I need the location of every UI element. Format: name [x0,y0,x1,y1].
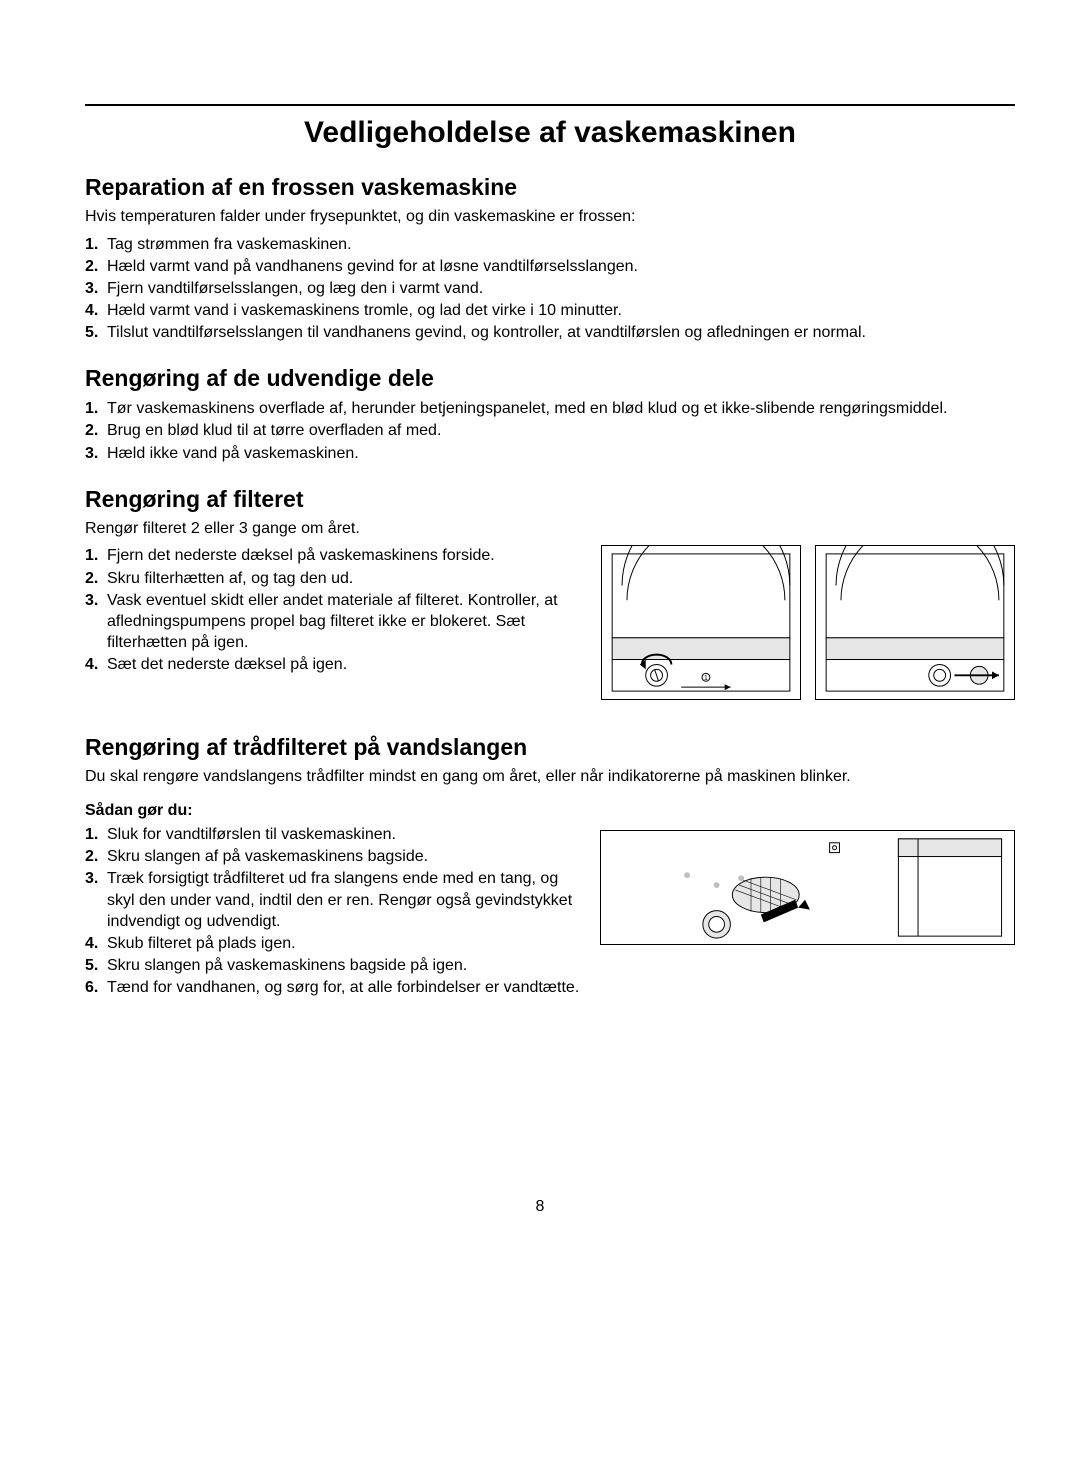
list-item: 4.Hæld varmt vand i vaskemaskinens troml… [85,300,1015,321]
list-text: Tag strømmen fra vaskemaskinen. [107,236,352,253]
list-item: 2.Skru filterhætten af, og tag den ud. [85,568,583,589]
list-text: Hæld varmt vand på vandhanens gevind for… [107,258,638,275]
section-heading-filter: Rengøring af filteret [85,486,1015,513]
list-item: 3.Vask eventuel skidt eller andet materi… [85,590,583,653]
figure-filter-cover: 1 [601,545,801,700]
list-text: Tør vaskemaskinens overflade af, herunde… [107,400,947,417]
list-text: Brug en blød klud til at tørre overflade… [107,422,441,439]
list-item: 1.Fjern det nederste dæksel på vaskemask… [85,545,583,566]
ordered-list-filter: 1.Fjern det nederste dæksel på vaskemask… [85,545,583,675]
section-intro: Du skal rengøre vandslangens trådfilter … [85,767,1015,788]
list-item: 6.Tænd for vandhanen, og sørg for, at al… [85,977,582,998]
list-text: Skub filteret på plads igen. [107,935,296,952]
list-text: Sluk for vandtilførslen til vaskemaskine… [107,826,396,843]
list-item: 1.Sluk for vandtilførslen til vaskemaski… [85,824,582,845]
list-item: 5.Skru slangen på vaskemaskinens bagside… [85,955,582,976]
figure-filter-cap-removal [815,545,1015,700]
svg-text:1: 1 [704,676,708,683]
list-item: 4.Sæt det nederste dæksel på igen. [85,654,583,675]
ordered-list-mesh: 1.Sluk for vandtilførslen til vaskemaski… [85,824,582,998]
list-text: Skru slangen på vaskemaskinens bagside p… [107,957,467,974]
list-text: Fjern vandtilførselsslangen, og læg den … [107,280,483,297]
ordered-list-repair: 1.Tag strømmen fra vaskemaskinen. 2.Hæld… [85,234,1015,344]
section-heading-repair: Reparation af en frossen vaskemaskine [85,174,1015,201]
list-text: Hæld ikke vand på vaskemaskinen. [107,445,359,462]
page-number: 8 [0,1198,1080,1216]
page-title: Vedligeholdelse af vaskemaskinen [85,116,1015,150]
mesh-filter-row: 1.Sluk for vandtilførslen til vaskemaski… [85,824,1015,999]
list-text: Træk forsigtigt trådfilteret ud fra slan… [107,870,572,929]
list-item: 3.Fjern vandtilførselsslangen, og læg de… [85,278,1015,299]
figure-hose-mesh-filter [600,830,1015,945]
section-heading-exterior: Rengøring af de udvendige dele [85,365,1015,392]
list-item: 3.Hæld ikke vand på vaskemaskinen. [85,443,1015,464]
section-intro: Rengør filteret 2 eller 3 gange om året. [85,519,1015,540]
list-text: Fjern det nederste dæksel på vaskemaskin… [107,547,495,564]
ordered-list-exterior: 1.Tør vaskemaskinens overflade af, herun… [85,398,1015,463]
filter-row: 1.Fjern det nederste dæksel på vaskemask… [85,545,1015,700]
list-text: Hæld varmt vand i vaskemaskinens tromle,… [107,302,622,319]
section-heading-mesh-filter: Rengøring af trådfilteret på vandslangen [85,734,1015,761]
list-text: Skru slangen af på vaskemaskinens bagsid… [107,848,428,865]
subheading-howto: Sådan gør du: [85,802,1015,820]
manual-page: Vedligeholdelse af vaskemaskinen Reparat… [85,104,1015,999]
list-item: 1.Tag strømmen fra vaskemaskinen. [85,234,1015,255]
list-item: 3.Træk forsigtigt trådfilteret ud fra sl… [85,868,582,931]
list-item: 1.Tør vaskemaskinens overflade af, herun… [85,398,1015,419]
list-item: 5.Tilslut vandtilførselsslangen til vand… [85,322,1015,343]
list-item: 2.Hæld varmt vand på vandhanens gevind f… [85,256,1015,277]
section-intro: Hvis temperaturen falder under frysepunk… [85,207,1015,228]
list-text: Vask eventuel skidt eller andet material… [107,592,558,651]
list-item: 2.Skru slangen af på vaskemaskinens bags… [85,846,582,867]
list-item: 2.Brug en blød klud til at tørre overfla… [85,420,1015,441]
top-rule [85,104,1015,106]
list-text: Skru filterhætten af, og tag den ud. [107,570,353,587]
list-item: 4.Skub filteret på plads igen. [85,933,582,954]
list-text: Tilslut vandtilførselsslangen til vandha… [107,324,866,341]
list-text: Tænd for vandhanen, og sørg for, at alle… [107,979,579,996]
list-text: Sæt det nederste dæksel på igen. [107,656,347,673]
